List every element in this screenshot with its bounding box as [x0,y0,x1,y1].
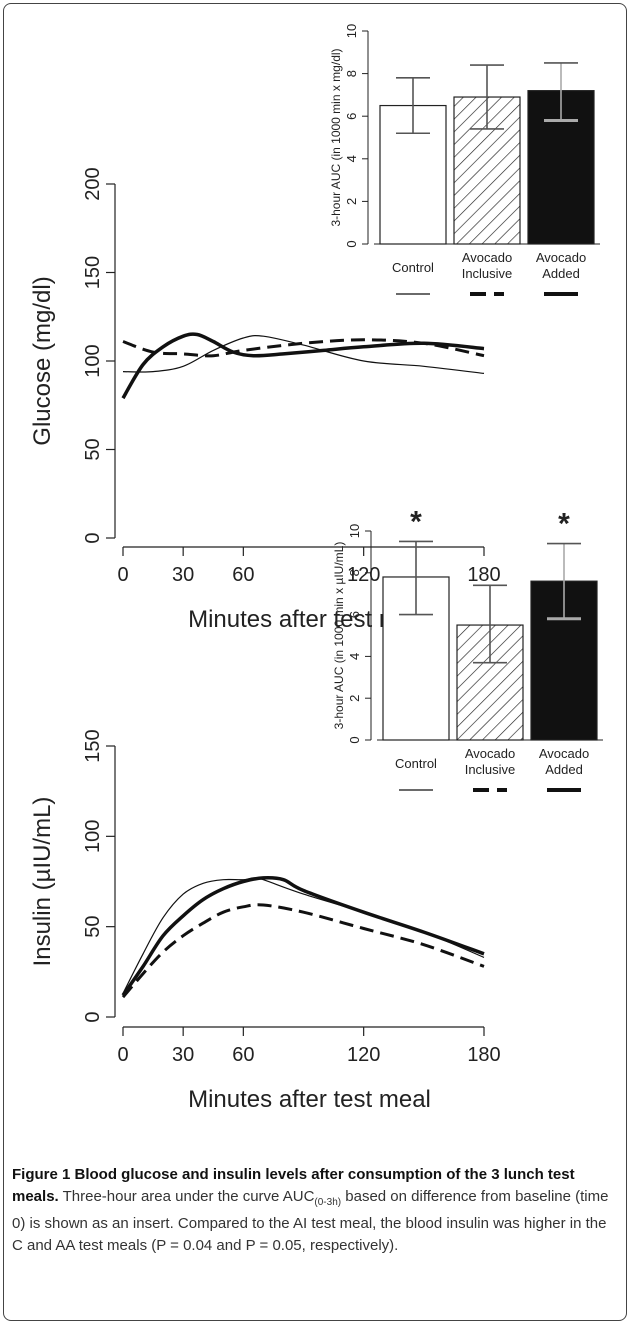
inset2-y-tick-label: 2 [347,695,362,702]
inset1-y-tick-label: 4 [344,155,359,162]
inset2-category-label-3: Added [545,762,583,777]
inset1-y-axis-label: 3-hour AUC (in 1000 min x mg/dl) [329,48,343,226]
chart2-series-thick-solid [121,876,485,997]
inset1-category-label-3: Added [542,266,580,281]
chart1-y-tick-label: 50 [82,438,104,460]
inset1-bar-2 [453,96,521,245]
chart2-y-tick-label: 50 [82,916,104,938]
chart2-x-tick-label: 180 [467,1044,500,1066]
chart2-x-axis-label: Minutes after test meal [188,1086,431,1113]
inset2-y-tick-label: 4 [347,653,362,660]
inset2-y-tick-label: 10 [347,524,362,538]
inset2-y-tick-label: 8 [347,569,362,576]
caption-text-b: based on difference from baseline (time … [12,1187,609,1254]
inset2-category-label-1: Control [395,756,437,771]
inset1-category-label-3: Avocado [536,250,586,265]
inset2-significance-marker: * [558,508,570,541]
inset2-y-tick-label: 0 [347,736,362,743]
chart2-x-tick-label: 0 [117,1044,128,1066]
chart1-y-tick-label: 100 [82,344,104,377]
inset1-y-tick-label: 2 [344,198,359,205]
chart1-x-tick-label: 0 [117,564,128,586]
inset1-y-tick-label: 10 [344,24,359,38]
chart2-x-tick-label: 30 [172,1044,194,1066]
inset2-category-label-2: Avocado [465,746,515,761]
chart1-y-tick-label: 150 [82,256,104,289]
caption-subscript: (0-3h) [314,1196,342,1208]
inset2-y-axis-label: 3-hour AUC (in 1000 min x µIU/mL) [332,542,346,730]
inset2-category-label-3: Avocado [539,746,589,761]
inset2-significance-marker: * [410,505,422,538]
inset1-category-label-1: Control [392,260,434,275]
inset2-y-tick-label: 6 [347,611,362,618]
chart2-x-tick-label: 60 [232,1044,254,1066]
caption-text-a: Three-hour area under the curve AUC [58,1187,315,1205]
caption-title: Figure 1 Blood glucose and insulin level… [12,1166,575,1205]
chart1-series-thin-solid [122,335,485,374]
chart1-series-thick-solid [121,332,485,400]
inset1-y-tick-label: 0 [344,240,359,247]
chart1-x-tick-label: 180 [467,564,500,586]
chart1-y-tick-label: 200 [82,167,104,200]
inset1-y-tick-label: 6 [344,113,359,120]
figure-caption: Figure 1 Blood glucose and insulin level… [12,1164,612,1256]
figure-frame [3,3,627,1321]
chart2-y-tick-label: 0 [82,1011,104,1022]
chart2-y-tick-label: 150 [82,729,104,762]
chart1-x-tick-label: 30 [172,564,194,586]
inset1-y-tick-label: 8 [344,70,359,77]
inset1-category-label-2: Inclusive [462,266,513,281]
chart2-y-tick-label: 100 [82,820,104,853]
chart1-series-dashed [122,338,485,358]
inset2-category-label-2: Inclusive [465,762,516,777]
chart1-y-axis-label: Glucose (mg/dl) [29,276,56,445]
chart1-x-tick-label: 60 [232,564,254,586]
chart1-x-tick-label: 120 [347,564,380,586]
chart2-x-tick-label: 120 [347,1044,380,1066]
chart1-y-tick-label: 0 [82,532,104,543]
chart2-y-axis-label: Insulin (µIU/mL) [29,797,56,967]
inset1-category-label-2: Avocado [462,250,512,265]
chart2-series-dashed [121,903,485,999]
